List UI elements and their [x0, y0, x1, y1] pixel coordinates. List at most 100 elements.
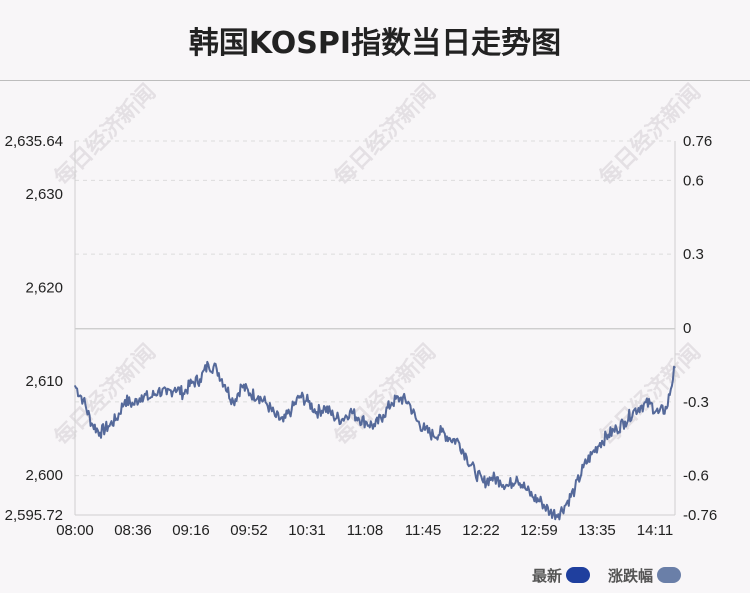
x-tick-label: 13:35: [578, 522, 616, 539]
series-line: [74, 360, 675, 521]
data-point: [290, 408, 293, 411]
data-point: [182, 392, 185, 395]
legend-item-change[interactable]: 涨跌幅: [608, 564, 682, 586]
data-point: [315, 411, 318, 414]
data-point: [99, 431, 101, 434]
data-point: [207, 363, 210, 366]
data-point: [249, 392, 251, 395]
y-right-tick-label: 0.6: [683, 172, 704, 189]
data-point: [282, 420, 285, 423]
data-point: [257, 395, 260, 398]
x-tick-label: 10:31: [288, 522, 326, 539]
data-point: [74, 384, 76, 387]
x-tick-label: 08:36: [114, 522, 152, 539]
legend-swatch-latest: [566, 567, 591, 583]
data-point: [190, 382, 193, 385]
x-tick-label: 08:00: [56, 522, 94, 539]
watermark-text: 每日经济新闻: [49, 79, 161, 191]
data-point: [649, 402, 651, 405]
data-point: [165, 393, 168, 396]
data-point: [390, 401, 393, 404]
data-point: [432, 434, 435, 437]
data-point: [174, 386, 176, 389]
data-point: [265, 402, 268, 405]
data-point: [524, 487, 526, 489]
data-point: [465, 456, 468, 459]
y-left-tick-label: 2,620: [25, 280, 63, 297]
data-point: [349, 410, 351, 413]
data-point: [157, 389, 160, 392]
data-point: [557, 513, 560, 516]
data-point: [674, 366, 676, 369]
data-point: [665, 407, 668, 410]
data-point: [115, 417, 118, 420]
data-point: [124, 399, 126, 401]
title-divider: [0, 80, 750, 81]
data-point: [440, 430, 443, 433]
legend-swatch-change: [657, 567, 682, 583]
data-point: [549, 511, 551, 514]
data-point: [599, 442, 601, 444]
x-tick-label: 09:52: [230, 522, 268, 539]
data-point: [515, 475, 518, 478]
y-right-tick-label: -0.6: [683, 468, 709, 485]
data-point: [140, 394, 143, 397]
chart-title: 韩国KOSPI指数当日走势图: [188, 26, 562, 61]
legend-item-latest[interactable]: 最新: [532, 564, 591, 586]
y-right-tick-label: 0.3: [683, 246, 704, 263]
data-point: [232, 400, 235, 403]
data-point: [90, 422, 93, 425]
y-right-tick-label: -0.76: [683, 507, 717, 524]
data-point: [532, 496, 535, 499]
data-point: [199, 378, 201, 381]
legend-label-latest: 最新: [532, 566, 563, 585]
data-point: [624, 420, 626, 423]
y-left-tick-label: 2,600: [25, 467, 63, 484]
y-left-tick-label: 2,610: [25, 373, 63, 390]
legend-label-change: 涨跌幅: [608, 566, 654, 585]
data-point: [365, 421, 368, 424]
y-left-tick-label: 2,635.64: [5, 133, 63, 150]
data-point: [374, 425, 376, 428]
data-point: [582, 466, 585, 469]
data-point: [407, 400, 410, 403]
x-tick-label: 09:16: [172, 522, 210, 539]
data-point: [590, 453, 593, 456]
y-right-tick-label: -0.3: [683, 394, 709, 411]
data-point: [340, 418, 343, 421]
data-point: [632, 410, 635, 413]
watermark-text: 每日经济新闻: [329, 339, 441, 451]
data-point: [574, 488, 576, 490]
data-point: [640, 404, 643, 407]
data-point: [132, 403, 135, 406]
data-point: [482, 481, 485, 484]
watermark-text: 每日经济新闻: [329, 79, 441, 191]
y-right-tick-label: 0: [683, 320, 691, 337]
data-point: [240, 384, 243, 387]
data-point: [657, 412, 660, 415]
data-point: [490, 476, 493, 479]
data-point: [82, 399, 85, 401]
data-point: [499, 479, 501, 482]
data-point: [449, 437, 451, 440]
data-point: [224, 384, 226, 386]
x-tick-label: 14:11: [637, 522, 673, 539]
data-point: [507, 485, 510, 488]
x-tick-label: 12:22: [462, 522, 500, 539]
data-point: [107, 425, 110, 428]
data-point: [307, 400, 310, 403]
data-point: [424, 428, 426, 431]
data-point: [474, 471, 476, 474]
x-tick-label: 11:45: [405, 522, 441, 539]
y-left-tick-label: 2,595.72: [5, 507, 63, 524]
data-point: [565, 502, 568, 504]
data-point: [332, 414, 335, 417]
data-point: [274, 414, 276, 417]
x-tick-label: 11:08: [347, 522, 383, 539]
data-point: [540, 501, 543, 504]
data-point: [299, 395, 301, 398]
data-point: [149, 397, 151, 400]
data-point: [324, 406, 326, 409]
data-point: [399, 397, 401, 400]
data-point: [415, 419, 418, 422]
